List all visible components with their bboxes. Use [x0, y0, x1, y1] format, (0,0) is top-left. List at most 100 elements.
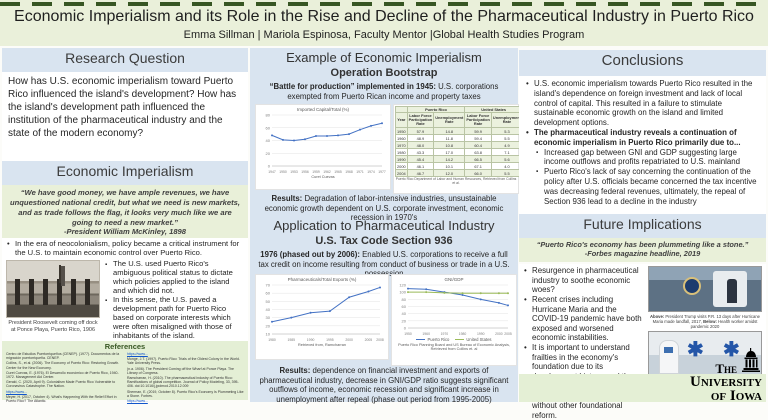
- future-implications-heading: Future Implications: [519, 214, 766, 238]
- economic-imperialism-heading: Economic Imperialism: [2, 161, 248, 185]
- svg-text:2005: 2005: [365, 338, 373, 342]
- svg-text:1962: 1962: [323, 170, 331, 174]
- future-bullet-1: Resurgence in pharmaceutical industry to…: [523, 266, 644, 295]
- svg-text:60: 60: [402, 304, 407, 309]
- conclusion-bullet-1: U.S. economic imperialism towards Puerto…: [525, 79, 760, 128]
- reference-link[interactable]: https://www...: [127, 398, 148, 403]
- svg-text:60: 60: [266, 291, 271, 296]
- bootstrap-results-text: Degradation of labor-intensive industrie…: [264, 194, 504, 223]
- old-capitol-dome-icon: [740, 348, 762, 375]
- section936-results-label: Results:: [279, 366, 311, 375]
- future-bullet-2: Recent crises including Hurricane Maria …: [523, 295, 644, 343]
- section936-results: Results: dependence on financial investm…: [250, 366, 518, 405]
- svg-text:10: 10: [266, 332, 271, 337]
- svg-text:1950: 1950: [404, 332, 412, 336]
- ppe-figure: [659, 340, 679, 375]
- conclusion-bullet-2: The pharmaceutical industry reveals a co…: [525, 128, 760, 148]
- reference-item: Collins, S., et al. (2006). The Economy …: [6, 361, 120, 370]
- reference-item: Meyer, H. (2017, October 4). What's Happ…: [6, 394, 117, 403]
- svg-text:20: 20: [402, 318, 407, 323]
- table-column-header: Labor Force Participation Rate: [406, 112, 435, 129]
- roosevelt-dock-photo: [6, 259, 100, 318]
- svg-text:40: 40: [402, 311, 407, 316]
- top-dashed-border: [0, 2, 768, 6]
- reference-item: Centro de Estudios Puertorriqueños (CENE…: [6, 352, 120, 361]
- svg-text:40: 40: [266, 307, 271, 312]
- caption-above-text: President Trump visits P.R. 13 days afte…: [652, 314, 760, 325]
- gni-gdp-legend: Puerto Rico United States: [416, 337, 492, 342]
- bootstrap-results: Results: Degradation of labor-intensive …: [250, 194, 518, 223]
- imported-capital-chart-title: Imported Capital/Total (%): [296, 107, 350, 112]
- poster-root: { "header": { "title": "Economic Imperia…: [0, 0, 768, 402]
- caption-above-label: Above:: [649, 314, 665, 319]
- bottom-green-band: [519, 374, 766, 402]
- svg-text:1971: 1971: [356, 170, 364, 174]
- labor-table: Puerto Rico United States Year Labor Force …: [395, 105, 524, 178]
- future-photos: Above: President Trump visits P.R. 13 da…: [648, 266, 762, 376]
- labor-table-box: Puerto Rico United States Year Labor Force …: [393, 104, 524, 194]
- legend-item: Puerto Rico: [416, 337, 449, 342]
- svg-text:0: 0: [268, 164, 271, 169]
- svg-text:120: 120: [399, 283, 406, 288]
- table-column-header: Year: [395, 112, 408, 129]
- svg-text:1956: 1956: [301, 170, 309, 174]
- university-of-iowa-logo: The University of Iowa: [519, 348, 762, 404]
- reference-item: Gerald, C. (2020, April 9). Colonialism …: [6, 380, 116, 389]
- caption-below-label: Below:: [703, 319, 717, 325]
- forbes-quote-text: “Puerto Rico's economy has been plummeti…: [536, 240, 749, 249]
- quote-text: “We have good money, we have ample reven…: [10, 188, 240, 227]
- bootstrap-intro-bold: “Battle for production” implemented in 1…: [269, 82, 436, 91]
- svg-text:1980: 1980: [268, 338, 276, 342]
- svg-text:40: 40: [266, 138, 271, 143]
- svg-text:100: 100: [399, 290, 406, 295]
- research-question-body: How has U.S. economic imperialism toward…: [2, 72, 248, 163]
- svg-text:70: 70: [266, 283, 271, 288]
- table-row: 1960 48.9 11.8 59.4 5.5: [395, 134, 524, 143]
- future-photos-caption: Above: President Trump visits P.R. 13 da…: [648, 314, 762, 329]
- legend-item: United States: [455, 337, 492, 342]
- reference-item: Ramcharran, H. (2010). The pharmaceutica…: [127, 375, 239, 389]
- economic-imperialism-body: In the era of neocolonialism, policy bec…: [2, 238, 248, 343]
- svg-text:2008: 2008: [376, 338, 384, 342]
- svg-text:2000: 2000: [495, 332, 503, 336]
- pharma-exports-chart-source: Retrieved from, Ramcharran: [298, 343, 346, 347]
- table-row: 2000 46.1 10.1 67.1 4.0: [395, 162, 524, 171]
- left-column: Research Question How has U.S. economic …: [2, 48, 248, 403]
- svg-text:1953: 1953: [290, 170, 298, 174]
- gni-gdp-chart-title: GNI/GDP: [444, 277, 464, 282]
- presidential-seal-icon: [683, 277, 701, 295]
- future-implications-body: Resurgence in pharmaceutical industry to…: [519, 264, 766, 420]
- trump-visit-photo: [648, 266, 762, 312]
- bootstrap-intro: “Battle for production” implemented in 1…: [250, 82, 518, 101]
- section936-results-text: dependence on financial investment and e…: [259, 366, 509, 405]
- svg-text:1968: 1968: [345, 170, 353, 174]
- imported-capital-chart-source: Curet Cuevas: [311, 175, 335, 179]
- poster-header: Economic Imperialism and its Role in the…: [0, 0, 768, 46]
- ei-sub-bullet-2: In this sense, the U.S. paved a developm…: [104, 295, 244, 341]
- svg-text:50: 50: [266, 299, 271, 304]
- roosevelt-photo-caption: President Roosevelt coming off dock at P…: [8, 319, 98, 333]
- labor-table-source: Puerto Rico Department of Labor and Huma…: [395, 177, 517, 185]
- svg-text:2005: 2005: [504, 332, 512, 336]
- table-row: 1980 43.3 17.0 63.8 7.1: [395, 148, 524, 157]
- reference-item: Curet Cuevas, E. (1976). El Desarrollo e…: [6, 370, 119, 379]
- reference-item: Monge, J.T. (1997). Puerto Rico: Trials …: [127, 357, 240, 366]
- star-of-life-icon: ✱: [687, 339, 704, 362]
- svg-text:30: 30: [266, 315, 271, 320]
- ei-main-bullet: In the era of neocolonialism, policy bec…: [6, 239, 244, 258]
- bootstrap-intro-rest: U.S. corporations exempted from Puerto R…: [287, 82, 499, 101]
- table-column-header: Unemployment Rate: [433, 112, 466, 129]
- imported-capital-chart: 0 20 40 60 80 1947 1950 1953 1956 1959 1962 1965 196…: [266, 113, 386, 175]
- section936-intro-bold: 1976 (phased out by 2006):: [260, 250, 360, 259]
- reference-link[interactable]: https://www...: [6, 389, 27, 394]
- roosevelt-photo-block: President Roosevelt coming off dock at P…: [6, 259, 100, 341]
- svg-text:1990: 1990: [477, 332, 485, 336]
- svg-text:80: 80: [266, 113, 271, 118]
- section936-intro: 1976 (phased out by 2006): Enabled U.S. …: [250, 250, 518, 279]
- right-column: Conclusions U.S. economic imperialism to…: [519, 48, 766, 420]
- iowa-logo-line1: The: [715, 360, 737, 376]
- svg-text:20: 20: [266, 323, 271, 328]
- reference-item: Sherman, E. (2019, October 8). Puerto Ri…: [127, 389, 244, 398]
- bootstrap-results-label: Results:: [271, 194, 303, 203]
- reference-link[interactable]: https://www...: [127, 352, 148, 356]
